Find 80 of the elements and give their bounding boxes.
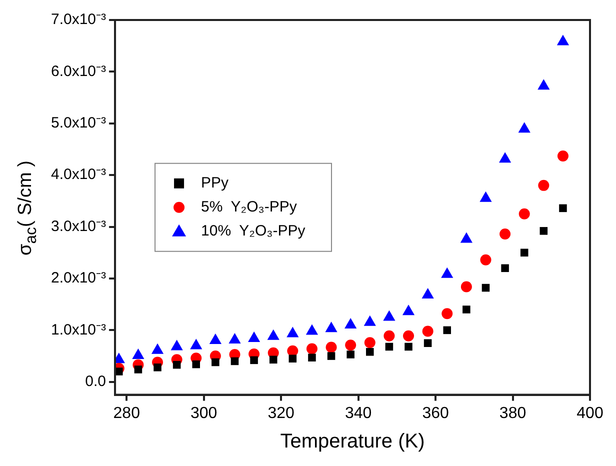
point bbox=[132, 348, 144, 360]
point bbox=[170, 340, 183, 350]
point bbox=[327, 352, 336, 360]
point bbox=[366, 348, 374, 356]
point bbox=[538, 180, 550, 191]
x-tick-label: 320 bbox=[268, 404, 295, 422]
legend-label: PPy bbox=[201, 174, 230, 192]
point bbox=[422, 326, 434, 337]
point bbox=[326, 342, 337, 353]
point bbox=[442, 308, 453, 320]
point bbox=[540, 227, 548, 235]
point bbox=[228, 333, 241, 344]
x-axis-title: Temperature (K) bbox=[280, 430, 425, 453]
point bbox=[498, 152, 512, 163]
point bbox=[385, 342, 394, 351]
x-tick-label: 360 bbox=[422, 404, 449, 422]
y-tick-label: 0.0 bbox=[85, 373, 106, 390]
point bbox=[306, 343, 318, 354]
point bbox=[308, 354, 316, 362]
y-tick-label: 4.0x10⁻³ bbox=[50, 166, 106, 184]
x-tick-label: 280 bbox=[113, 404, 140, 422]
point bbox=[559, 204, 567, 212]
point bbox=[230, 357, 239, 366]
point bbox=[267, 329, 280, 340]
point bbox=[518, 208, 530, 220]
point bbox=[172, 360, 181, 369]
point bbox=[384, 330, 395, 342]
x-tick-label: 400 bbox=[576, 404, 604, 422]
point bbox=[364, 337, 376, 348]
legend-label: 10% Y₂O₃-PPy bbox=[201, 222, 306, 240]
point bbox=[306, 324, 318, 335]
point bbox=[556, 34, 570, 46]
point bbox=[346, 350, 354, 358]
x-tick-label: 300 bbox=[190, 404, 218, 422]
point bbox=[364, 315, 376, 326]
point bbox=[250, 356, 258, 364]
point bbox=[482, 284, 490, 292]
point bbox=[345, 340, 356, 351]
point bbox=[134, 366, 142, 374]
y-tick-label: 7.0x10⁻³ bbox=[50, 11, 106, 28]
point bbox=[154, 364, 162, 372]
point bbox=[190, 338, 202, 350]
point bbox=[325, 322, 338, 332]
point bbox=[480, 254, 492, 266]
point bbox=[557, 150, 568, 162]
y-tick-label: 6.0x10⁻³ bbox=[50, 62, 106, 80]
x-tick-label: 380 bbox=[499, 404, 526, 422]
point bbox=[501, 264, 509, 272]
point bbox=[402, 304, 415, 316]
point bbox=[538, 79, 550, 90]
point bbox=[344, 318, 357, 329]
point bbox=[520, 248, 528, 257]
point bbox=[500, 228, 511, 240]
point bbox=[209, 334, 222, 344]
point bbox=[480, 191, 492, 202]
point bbox=[441, 267, 454, 278]
point bbox=[424, 339, 432, 347]
point bbox=[460, 281, 472, 292]
point bbox=[192, 360, 200, 368]
point bbox=[422, 288, 434, 299]
point bbox=[403, 330, 414, 342]
point bbox=[269, 356, 278, 364]
y-tick-label: 3.0x10⁻³ bbox=[50, 218, 106, 235]
point bbox=[518, 122, 530, 133]
point bbox=[212, 358, 220, 366]
point bbox=[462, 306, 470, 314]
y-tick-label: 2.0x10⁻³ bbox=[50, 270, 106, 287]
point bbox=[443, 326, 452, 334]
point bbox=[248, 331, 260, 342]
y-tick-label: 1.0x10⁻³ bbox=[50, 321, 106, 338]
x-tick-label: 340 bbox=[344, 404, 372, 422]
point bbox=[460, 232, 472, 243]
point bbox=[404, 342, 412, 351]
y-tick-label: 5.0x10⁻³ bbox=[50, 114, 106, 132]
legend-label: 5% Y₂O₃-PPy bbox=[201, 198, 298, 216]
point bbox=[115, 368, 123, 376]
point bbox=[151, 343, 164, 354]
point bbox=[383, 310, 396, 321]
point bbox=[286, 326, 299, 338]
point bbox=[288, 354, 297, 362]
